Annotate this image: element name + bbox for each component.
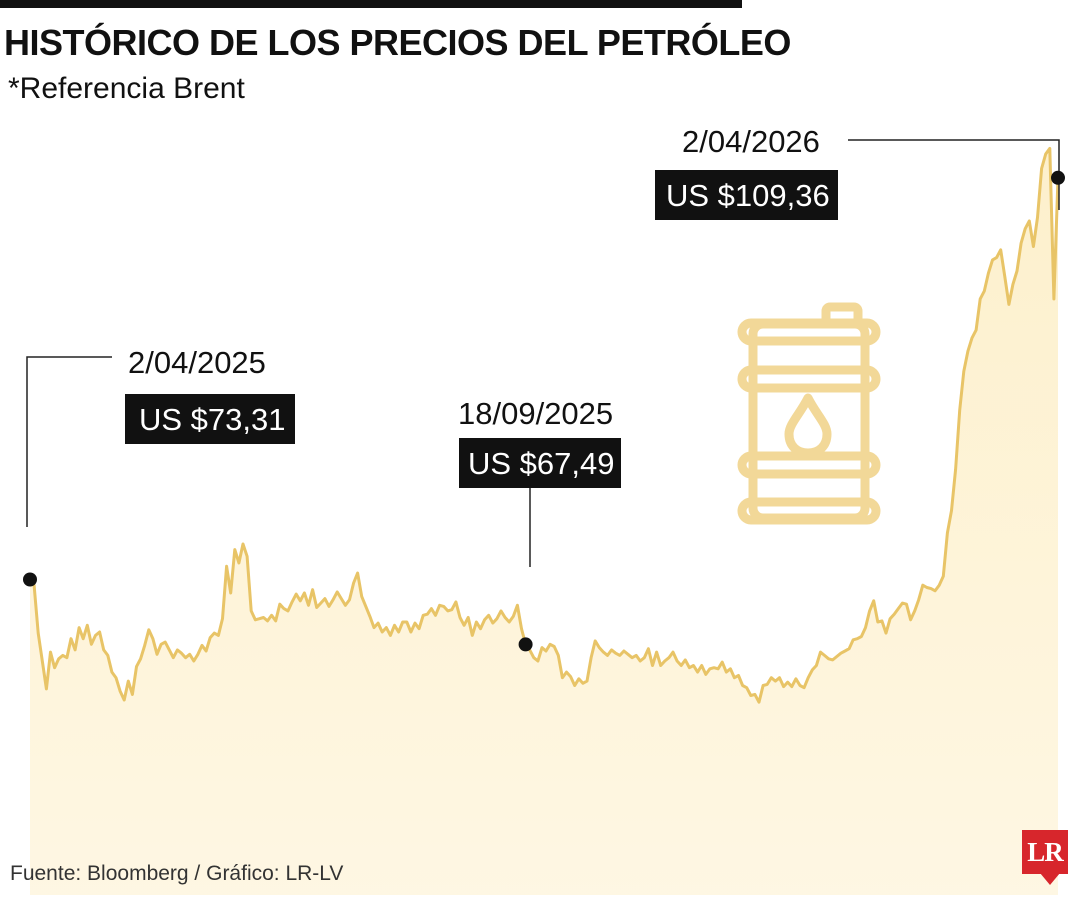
annotation-1-date: 2/04/2025 — [128, 345, 266, 380]
lr-logo: LR — [1022, 830, 1068, 874]
series-area-fill — [30, 148, 1058, 895]
annotation-3: 2/04/2026 US $109,36 — [655, 124, 1060, 220]
annotation-3-date: 2/04/2026 — [682, 124, 820, 159]
annotation-marker-2 — [518, 637, 533, 652]
annotation-marker-3 — [1051, 170, 1065, 185]
top-rule — [0, 0, 742, 8]
lr-logo-tail — [1040, 873, 1060, 885]
annotation-2-date: 18/09/2025 — [458, 396, 613, 431]
annotation-1: 2/04/2025 US $73,31 — [26, 345, 295, 527]
area-layer — [28, 146, 1060, 895]
annotation-1-price: US $73,31 — [139, 402, 286, 437]
chart-title: HISTÓRICO DE LOS PRECIOS DEL PETRÓLEO — [4, 22, 791, 63]
series-line — [28, 146, 1060, 704]
chart-subtitle: *Referencia Brent — [8, 72, 245, 105]
annotation-3-price: US $109,36 — [666, 178, 830, 213]
source-note: Fuente: Bloomberg / Gráfico: LR-LV — [10, 862, 344, 885]
annotation-2: 18/09/2025 US $67,49 — [458, 396, 621, 567]
oil-barrel-icon — [737, 302, 881, 525]
annotation-2-price: US $67,49 — [468, 446, 615, 481]
marker-layer — [23, 170, 1065, 652]
annotation-marker-1 — [23, 572, 37, 587]
